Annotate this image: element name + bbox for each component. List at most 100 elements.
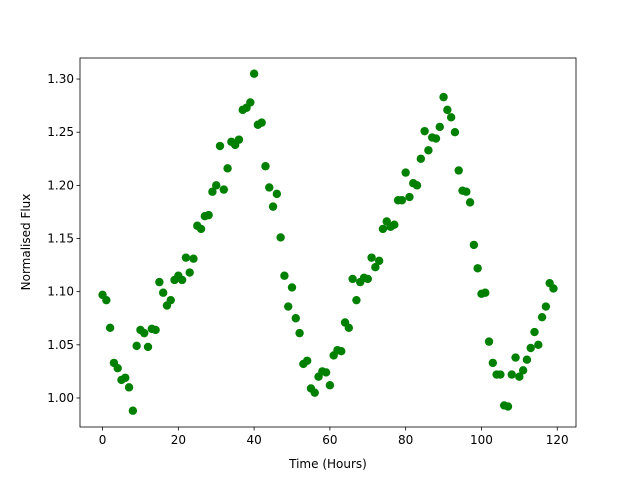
point [481, 288, 490, 297]
point [484, 337, 494, 346]
point [518, 366, 528, 375]
point [526, 343, 535, 353]
point [465, 198, 475, 207]
point [397, 196, 407, 205]
point [549, 284, 558, 293]
point [287, 283, 297, 292]
point [143, 342, 153, 352]
point [371, 263, 380, 272]
point [431, 134, 441, 143]
point [185, 268, 194, 277]
point [507, 370, 516, 379]
point [454, 166, 463, 175]
point [124, 383, 134, 392]
y-tick-label: 1.10 [47, 285, 74, 299]
point [177, 275, 187, 285]
point [158, 288, 168, 297]
x-tick-label: 20 [171, 433, 186, 447]
point [416, 154, 426, 163]
y-tick-label: 1.00 [47, 391, 74, 405]
point [204, 210, 213, 220]
point [462, 187, 471, 196]
point [488, 358, 498, 368]
point [450, 128, 460, 137]
point [378, 224, 388, 234]
point [439, 92, 448, 102]
point [302, 356, 312, 365]
point [128, 406, 138, 415]
point [132, 341, 141, 351]
point [325, 381, 335, 390]
point [140, 328, 149, 338]
axes-frame [79, 57, 577, 428]
point [363, 274, 372, 284]
point [515, 372, 524, 381]
point [215, 141, 225, 151]
point [401, 168, 410, 177]
point [151, 325, 160, 335]
point [234, 135, 244, 144]
point [155, 277, 164, 287]
y-axis-label: Normalised Flux [19, 194, 33, 291]
point [424, 146, 433, 155]
point [534, 340, 543, 350]
point [321, 368, 331, 377]
point [496, 370, 505, 379]
point [219, 185, 228, 194]
point [390, 220, 399, 229]
x-axis-label: Time (Hours) [288, 457, 367, 471]
x-tick-label: 80 [398, 433, 413, 447]
point [102, 295, 111, 305]
y-tick-label: 1.30 [47, 72, 74, 86]
point [337, 347, 346, 356]
point [196, 224, 206, 234]
point [272, 189, 282, 199]
x-tick-label: 60 [322, 433, 337, 447]
point [280, 271, 289, 280]
point [261, 162, 270, 171]
point [223, 164, 232, 173]
point [249, 69, 259, 78]
point [405, 192, 414, 202]
point [522, 355, 532, 364]
y-tick-label: 1.20 [47, 178, 74, 192]
y-tick-label: 1.15 [47, 232, 74, 246]
point [446, 113, 456, 122]
point [113, 364, 122, 373]
y-tick-label: 1.25 [47, 125, 74, 139]
point [367, 253, 376, 262]
point [310, 388, 319, 397]
point [189, 254, 198, 263]
x-tick-label: 100 [470, 433, 493, 447]
point [284, 302, 293, 311]
point [265, 183, 274, 192]
point [443, 105, 452, 115]
x-tick-label: 0 [99, 433, 107, 447]
point [412, 181, 422, 190]
point [257, 118, 266, 127]
point [420, 126, 429, 136]
point [105, 323, 115, 333]
point [166, 295, 175, 305]
y-tick-label: 1.05 [47, 338, 74, 352]
point [348, 274, 357, 284]
point [511, 353, 520, 362]
point [473, 264, 482, 273]
point [276, 233, 285, 242]
point [537, 312, 547, 322]
point [435, 122, 444, 132]
point [295, 328, 304, 338]
point [246, 98, 255, 107]
point [469, 240, 479, 250]
point [352, 295, 361, 305]
x-tick-label: 120 [546, 433, 569, 447]
x-tick-label: 40 [246, 433, 261, 447]
point [374, 256, 384, 266]
point [503, 402, 513, 411]
point [121, 373, 130, 382]
point [344, 323, 354, 333]
point [181, 253, 191, 262]
point [530, 327, 539, 337]
